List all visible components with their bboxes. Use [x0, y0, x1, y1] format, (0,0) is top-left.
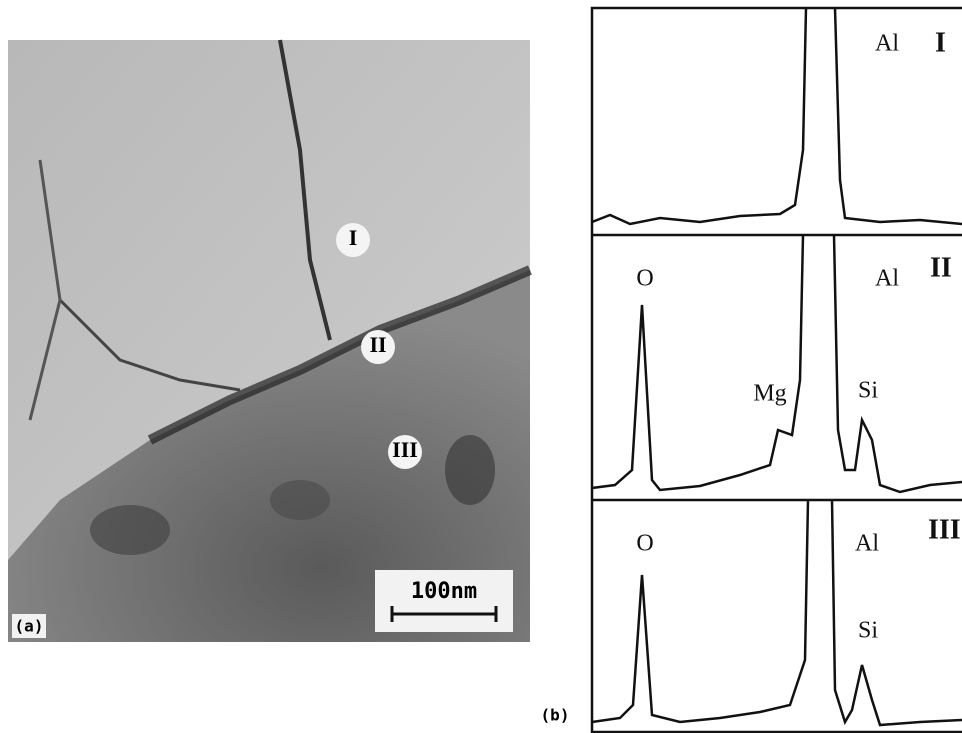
spectra	[592, 8, 962, 732]
peak-label: Al	[855, 531, 879, 557]
micrograph: I II III 100nm (a)	[8, 40, 530, 642]
point-label: III	[392, 437, 418, 462]
point-label: I	[349, 225, 358, 250]
figure: I II III 100nm (a) Al I O Al Mg Si II O …	[0, 0, 962, 733]
point-label: II	[369, 332, 386, 357]
spectrum-id: III	[928, 514, 961, 545]
spectrum-id: II	[930, 252, 952, 283]
panel-label: (a)	[15, 617, 44, 636]
figure-canvas: I II III 100nm (a) Al I O Al Mg Si II O …	[0, 0, 962, 733]
peak-label: Mg	[753, 381, 786, 407]
panel-label: (b)	[541, 706, 570, 725]
peak-label: O	[636, 266, 653, 292]
peak-label: O	[636, 531, 653, 557]
peak-label: Si	[858, 378, 878, 404]
scale-bar-label: 100nm	[411, 579, 477, 604]
peak-label: Si	[858, 618, 878, 644]
peak-label: Al	[875, 266, 899, 292]
spectrum-labels: Al I O Al Mg Si II O Al Si III (b)	[541, 27, 961, 724]
spectrum-id: I	[935, 27, 946, 58]
peak-label: Al	[875, 31, 899, 57]
